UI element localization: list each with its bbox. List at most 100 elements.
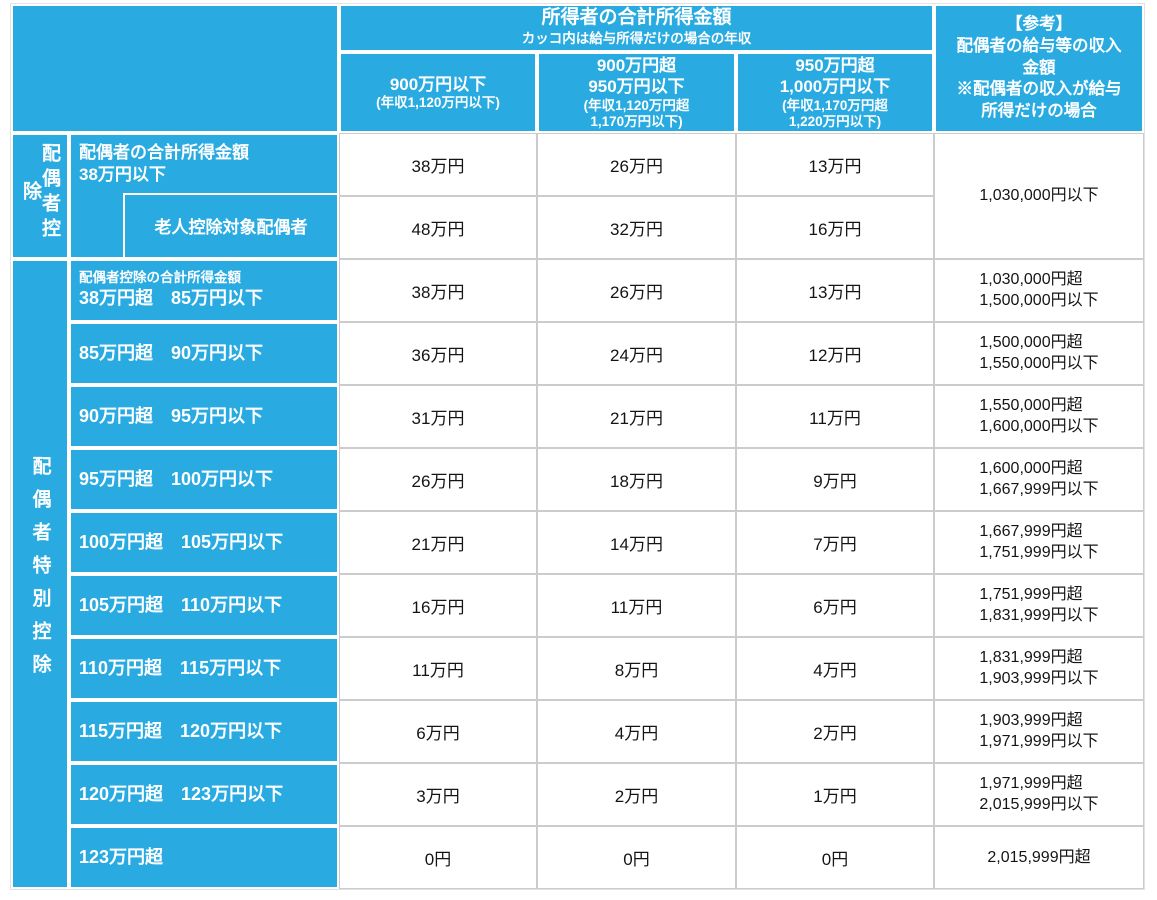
deduction-value: 1万円	[736, 762, 934, 826]
row-label-110-115: 110万円超 115万円以下	[69, 636, 339, 700]
deduction-value: 26万円	[537, 132, 736, 196]
reference-income-text: 1,971,999円超 2,015,999円以下	[979, 774, 1099, 814]
income-title: 所得者の合計所得金額	[541, 7, 732, 29]
deduction-value: 6万円	[339, 699, 537, 763]
table-row: 90万円超 95万円以下 31万円 21万円 11万円 1,550,000円超 …	[11, 384, 1144, 448]
row-label-38-85: 配偶者控除の合計所得金額 38万円超 85万円以下	[69, 258, 339, 322]
deduction-value: 2万円	[736, 699, 934, 763]
deduction-value: 26万円	[537, 258, 736, 322]
row-label-100-105: 100万円超 105万円以下	[69, 510, 339, 574]
reference-header-text: 【参考】 配偶者の給与等の収入 金額 ※配偶者の収入が給与 所得だけの場合	[956, 15, 1122, 121]
section-label-haigusha-kojo: 配偶者控除	[11, 132, 69, 259]
reference-income-text: 1,030,000円超 1,500,000円以下	[979, 270, 1099, 310]
row-label-range: 95万円超 100万円以下	[79, 468, 274, 489]
deduction-value: 0円	[537, 825, 736, 889]
reference-income-cell: 1,667,999円超 1,751,999円以下	[934, 510, 1144, 574]
reference-income-text: 2,015,999円超	[987, 848, 1091, 866]
row-label-range: 38万円超 85万円以下	[79, 288, 264, 309]
row-label-85-90: 85万円超 90万円以下	[69, 321, 339, 385]
income-title-cell: 所得者の合計所得金額 カッコ内は給与所得だけの場合の年収	[339, 4, 934, 52]
table-row: 105万円超 110万円以下 16万円 11万円 6万円 1,751,999円超…	[11, 573, 1144, 637]
reference-header-cell: 【参考】 配偶者の給与等の収入 金額 ※配偶者の収入が給与 所得だけの場合	[934, 4, 1144, 133]
section-label-haigusha-tokubetsu-kojo: 配偶者特別控除	[11, 258, 69, 889]
deduction-value: 8万円	[537, 636, 736, 700]
deduction-value: 26万円	[339, 447, 537, 511]
reference-income-cell: 1,030,000円以下	[934, 132, 1144, 259]
reference-income-cell: 1,600,000円超 1,667,999円以下	[934, 447, 1144, 511]
header-row-columns: 900万円以下 (年収1,120万円以下) 900万円超 950万円以下 (年収…	[11, 52, 1144, 133]
deduction-value: 48万円	[339, 195, 537, 259]
section-label-text: 配偶者控除	[20, 143, 60, 244]
deduction-value: 4万円	[736, 636, 934, 700]
deduction-value: 12万円	[736, 321, 934, 385]
row-label-range: 38万円以下	[79, 164, 166, 184]
deduction-value: 16万円	[339, 573, 537, 637]
row-label-105-110: 105万円超 110万円以下	[69, 573, 339, 637]
deduction-value: 21万円	[537, 384, 736, 448]
deduction-value: 31万円	[339, 384, 537, 448]
deduction-value: 3万円	[339, 762, 537, 826]
reference-income-text: 1,550,000円超 1,600,000円以下	[979, 396, 1099, 436]
deduction-value: 9万円	[736, 447, 934, 511]
income-subtitle: カッコ内は給与所得だけの場合の年収	[521, 31, 752, 47]
deduction-value: 11万円	[736, 384, 934, 448]
deduction-value: 38万円	[339, 132, 537, 196]
reference-income-text: 1,030,000円以下	[979, 187, 1099, 205]
column-header-note: (年収1,120万円以下)	[376, 94, 500, 110]
reference-income-cell: 2,015,999円超	[934, 825, 1144, 889]
row-label-elderly-spouse: 老人控除対象配偶者	[123, 192, 337, 257]
corner-blank-cell	[11, 4, 339, 133]
deduction-value: 11万円	[537, 573, 736, 637]
row-label-range: 110万円超 115万円以下	[79, 657, 282, 678]
deduction-value: 7万円	[736, 510, 934, 574]
row-label-note: 配偶者控除の合計所得金額	[79, 270, 241, 286]
deduction-value: 21万円	[339, 510, 537, 574]
deduction-value: 36万円	[339, 321, 537, 385]
column-header-main: 900万円以下	[389, 74, 487, 94]
deduction-value: 24万円	[537, 321, 736, 385]
reference-income-cell: 1,030,000円超 1,500,000円以下	[934, 258, 1144, 322]
column-header-note: (年収1,120万円超 1,170万円以下)	[583, 97, 690, 129]
row-label-spouse-income-38-under: 配偶者の合計所得金額 38万円以下 老人控除対象配偶者	[69, 132, 339, 259]
header-row-title: 所得者の合計所得金額 カッコ内は給与所得だけの場合の年収 【参考】 配偶者の給与…	[11, 4, 1144, 133]
deduction-value: 6万円	[736, 573, 934, 637]
reference-income-cell: 1,500,000円超 1,550,000円以下	[934, 321, 1144, 385]
table-row: 123万円超 0円 0円 0円 2,015,999円超	[11, 825, 1144, 889]
column-header-900-under: 900万円以下 (年収1,120万円以下)	[339, 52, 537, 133]
deduction-value: 16万円	[736, 195, 934, 259]
reference-income-text: 1,600,000円超 1,667,999円以下	[979, 459, 1099, 499]
row-label-range: 123万円超	[79, 846, 164, 867]
column-header-900-950: 900万円超 950万円以下 (年収1,120万円超 1,170万円以下)	[537, 52, 736, 133]
reference-income-cell: 1,550,000円超 1,600,000円以下	[934, 384, 1144, 448]
reference-income-cell: 1,751,999円超 1,831,999円以下	[934, 573, 1144, 637]
row-label-90-95: 90万円超 95万円以下	[69, 384, 339, 448]
column-header-note: (年収1,170万円超 1,220万円以下)	[782, 97, 888, 129]
elderly-spouse-text: 老人控除対象配偶者	[154, 218, 308, 238]
row-label-range: 100万円超 105万円以下	[79, 531, 284, 552]
reference-income-cell: 1,903,999円超 1,971,999円以下	[934, 699, 1144, 763]
deduction-value: 0円	[736, 825, 934, 889]
deduction-value: 4万円	[537, 699, 736, 763]
table-row: 120万円超 123万円以下 3万円 2万円 1万円 1,971,999円超 2…	[11, 762, 1144, 826]
table-row: 95万円超 100万円以下 26万円 18万円 9万円 1,600,000円超 …	[11, 447, 1144, 511]
reference-income-text: 1,500,000円超 1,550,000円以下	[979, 333, 1099, 373]
table-row: 48万円 32万円 16万円	[11, 195, 1144, 259]
column-header-main: 900万円超 950万円以下	[588, 56, 685, 97]
row-label-range: 105万円超 110万円以下	[79, 594, 283, 615]
deduction-value: 32万円	[537, 195, 736, 259]
reference-income-text: 1,831,999円超 1,903,999円以下	[979, 648, 1099, 688]
table-row: 85万円超 90万円以下 36万円 24万円 12万円 1,500,000円超 …	[11, 321, 1144, 385]
row-label-120-123: 120万円超 123万円以下	[69, 762, 339, 826]
reference-income-cell: 1,971,999円超 2,015,999円以下	[934, 762, 1144, 826]
reference-income-cell: 1,831,999円超 1,903,999円以下	[934, 636, 1144, 700]
row-label-95-100: 95万円超 100万円以下	[69, 447, 339, 511]
row-label-range: 85万円超 90万円以下	[79, 342, 264, 363]
table-row: 100万円超 105万円以下 21万円 14万円 7万円 1,667,999円超…	[11, 510, 1144, 574]
row-label-note: 配偶者の合計所得金額	[79, 142, 249, 162]
column-header-main: 950万円超 1,000万円以下	[779, 56, 891, 97]
table-row: 配偶者特別控除 配偶者控除の合計所得金額 38万円超 85万円以下 38万円 2…	[11, 258, 1144, 889]
reference-income-text: 1,903,999円超 1,971,999円以下	[979, 711, 1099, 751]
deduction-value: 11万円	[339, 636, 537, 700]
row-label-range: 90万円超 95万円以下	[79, 405, 264, 426]
